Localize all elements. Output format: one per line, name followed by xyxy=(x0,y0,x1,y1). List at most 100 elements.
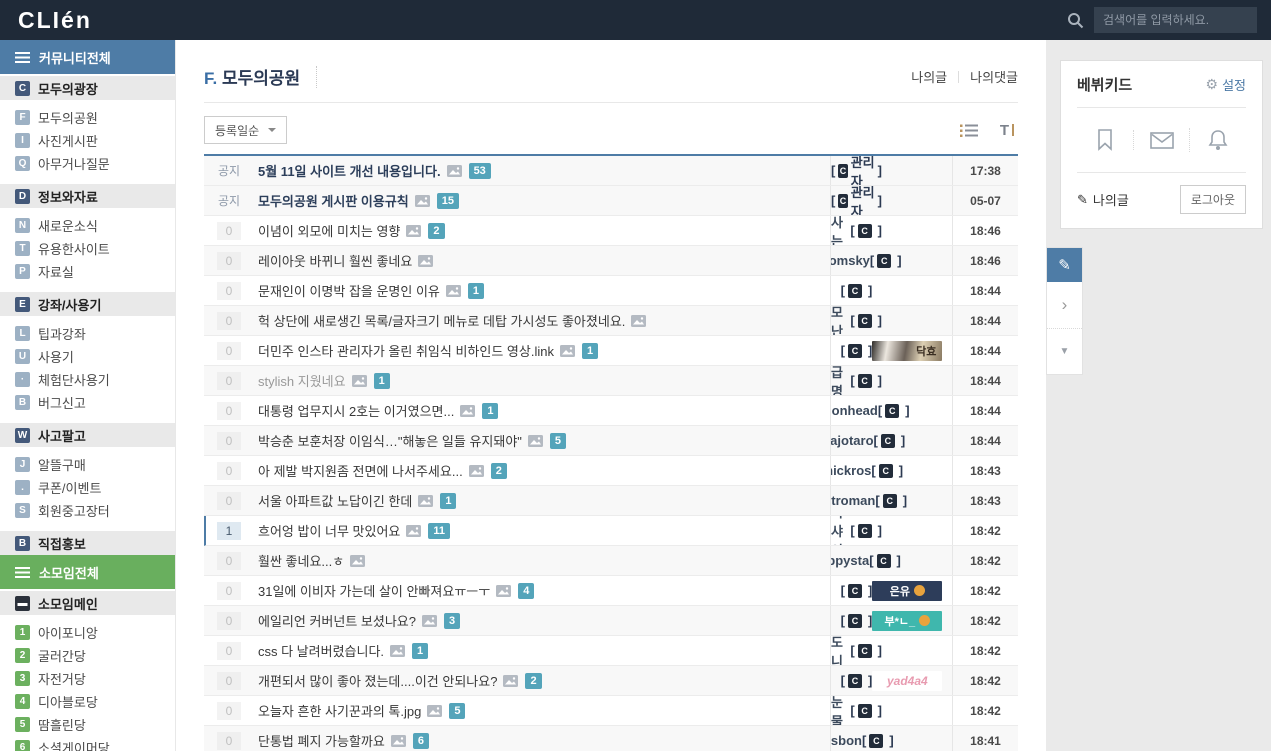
post-author[interactable]: 눈물_ [C] xyxy=(830,696,952,725)
post-title-link[interactable]: 오늘자 흔한 사기꾼과의 톡.jpg xyxy=(258,704,422,719)
post-author[interactable]: 네모난물 [C] xyxy=(830,306,952,335)
post-title-link[interactable]: 이념이 외모에 미치는 영향 xyxy=(258,224,401,239)
sidebar-item[interactable]: P 자료실 xyxy=(0,260,175,283)
post-title-link[interactable]: 모두의공원 게시판 이용규칙 xyxy=(258,194,409,209)
post-author[interactable]: panickros [C] xyxy=(830,456,952,485)
sidebar-item-label: 새로운소식 xyxy=(38,219,98,234)
author-nickname: Lisbon xyxy=(830,733,862,748)
post-title-link[interactable]: 대통령 업무지시 2호는 이거였으면... xyxy=(258,404,455,419)
clien-c-icon: C xyxy=(876,553,891,568)
post-time: 18:44 xyxy=(952,366,1018,395)
post-row: 0 에일리언 커버넌트 보셨나요? 3 [C] 부*ㄴ_ 18:42 xyxy=(204,606,1018,636)
sidebar-item[interactable]: S 회원중고장터 xyxy=(0,499,175,522)
post-title-link[interactable]: 31일에 이비자 가는데 살이 안빠져요ㅠㅡㅜ xyxy=(258,584,491,599)
sidebar-item[interactable]: U 사용기 xyxy=(0,345,175,368)
post-author[interactable]: electroman [C] xyxy=(830,486,952,515)
sidebar-item[interactable]: · 체험단사용기 xyxy=(0,368,175,391)
sidebar-section[interactable]: W 사고팔고 xyxy=(0,423,175,447)
author-image-nickname xyxy=(882,191,952,211)
post-time: 05-07 xyxy=(952,186,1018,215)
sidebar-section[interactable]: B 직접홍보 xyxy=(0,531,175,555)
author-nickname: 샤이샤이샵 xyxy=(831,516,843,545)
post-author[interactable]: 종로사는뚱보 [C] xyxy=(830,216,952,245)
write-post-button[interactable]: ✎ xyxy=(1047,248,1082,282)
post-author[interactable]: dragonhead [C] xyxy=(830,396,952,425)
post-author[interactable]: Chomsky [C] xyxy=(830,246,952,275)
clien-logo[interactable]: CLIén xyxy=(18,6,92,33)
admin-badge: [C] xyxy=(840,283,873,298)
image-attachment-icon xyxy=(406,224,422,237)
sidebar-somoim-item[interactable]: 2 굴러간당 xyxy=(0,644,175,667)
sidebar-item[interactable]: J 알뜰구매 xyxy=(0,453,175,476)
post-title-link[interactable]: 단통법 폐지 가능할까요 xyxy=(258,734,385,749)
settings-link[interactable]: ⚙ 설정 xyxy=(1206,75,1246,94)
scroll-down-button[interactable]: ▼ xyxy=(1047,328,1082,374)
logout-button[interactable]: 로그아웃 xyxy=(1179,185,1246,214)
post-title-link[interactable]: 서울 아파트값 노답이긴 한데 xyxy=(258,494,413,509)
sidebar-community-all[interactable]: 커뮤니티전체 xyxy=(0,40,175,74)
post-title-link[interactable]: 더민주 인스타 관리자가 올린 취임식 비하인드 영상.link xyxy=(258,344,554,359)
post-author[interactable]: 샤이샤이샵 [C] xyxy=(830,516,952,545)
board-title[interactable]: F. 모두의공원 xyxy=(204,64,300,89)
like-count: 0 xyxy=(217,401,241,420)
sidebar-somoim-all[interactable]: 소모임전체 xyxy=(0,555,175,589)
sidebar-item[interactable]: T 유용한사이트 xyxy=(0,237,175,260)
sidebar-section[interactable]: E 강좌/사용기 xyxy=(0,292,175,316)
sidebar-somoim-item[interactable]: 3 자전거당 xyxy=(0,667,175,690)
post-author[interactable]: 헤도니스 [C] xyxy=(830,636,952,665)
sidebar-section[interactable]: C 모두의광장 xyxy=(0,76,175,100)
bell-icon[interactable] xyxy=(1189,128,1246,152)
sidebar-item[interactable]: Q 아무거나질문 xyxy=(0,152,175,175)
sidebar-somoim-item[interactable]: 4 디아블로당 xyxy=(0,690,175,713)
sidebar-somoim-item[interactable]: 6 소셜게이머당 xyxy=(0,736,175,751)
author-image-nickname xyxy=(902,251,952,271)
sidebar-somoim-main[interactable]: ▬ 소모임메인 xyxy=(0,591,175,615)
sidebar-item[interactable]: F 모두의공원 xyxy=(0,106,175,129)
my-comments-link[interactable]: 나의댓글 xyxy=(970,70,1018,85)
bookmark-icon[interactable] xyxy=(1077,128,1133,152)
post-title-link[interactable]: 에일리언 커버넌트 보셨나요? xyxy=(258,614,416,629)
sidebar-somoim-item[interactable]: 5 땀흘린당 xyxy=(0,713,175,736)
post-title-link[interactable]: 훨싼 좋네요...ㅎ xyxy=(258,554,345,569)
sidebar-somoim-item[interactable]: 1 아이포니앙 xyxy=(0,621,175,644)
text-size-icon[interactable]: T xyxy=(1000,122,1014,139)
sidebar-section[interactable]: D 정보와자료 xyxy=(0,184,175,208)
post-title-link[interactable]: 개편되서 많이 좋아 졌는데....이건 안되나요? xyxy=(258,674,498,689)
post-title-link[interactable]: css 다 날려버렸습니다. xyxy=(258,644,385,659)
post-author[interactable]: [C] 부*ㄴ_ xyxy=(830,606,952,635)
my-posts-panel-link[interactable]: ✎ 나의글 xyxy=(1077,190,1129,209)
post-author[interactable]: [C] xyxy=(830,276,952,305)
board-name: 모두의공원 xyxy=(221,69,301,88)
post-author[interactable]: kagajotaro [C] xyxy=(830,426,952,455)
sidebar-item[interactable]: B 버그신고 xyxy=(0,391,175,414)
post-title-link[interactable]: 레이아웃 바뀌니 훨씬 좋네요 xyxy=(258,254,413,269)
sidebar-item[interactable]: I 사진게시판 xyxy=(0,129,175,152)
post-title-link[interactable]: 흐어엉 밥이 너무 맛있어요 xyxy=(258,524,401,539)
post-author[interactable]: [C 관리자] xyxy=(830,186,952,215)
post-title-link[interactable]: 5월 11일 사이트 개선 내용입니다. xyxy=(258,164,441,179)
sort-order-select[interactable]: 등록일순 xyxy=(204,116,288,144)
post-author[interactable]: Lisbon [C] xyxy=(830,726,952,751)
post-author[interactable]: 고급명치 [C] xyxy=(830,366,952,395)
search-input[interactable] xyxy=(1094,7,1257,33)
mail-icon[interactable] xyxy=(1132,130,1190,150)
my-posts-link[interactable]: 나의글 xyxy=(911,70,948,85)
post-title-link[interactable]: 아 제발 박지원좀 전면에 나서주세요... xyxy=(258,464,463,479)
header-rule xyxy=(204,102,1018,103)
item-letter-icon: Q xyxy=(15,156,30,171)
sidebar-item[interactable]: . 쿠폰/이벤트 xyxy=(0,476,175,499)
post-title-link[interactable]: 문재인이 이명박 잡을 운명인 이유 xyxy=(258,284,440,299)
post-author[interactable]: [C] 닥효 xyxy=(830,336,952,365)
sidebar-item[interactable]: L 팁과강좌 xyxy=(0,322,175,345)
sidebar-item[interactable]: N 새로운소식 xyxy=(0,214,175,237)
post-title-link[interactable]: stylish 지웠네요 xyxy=(258,374,346,389)
next-board-button[interactable]: › xyxy=(1061,295,1068,314)
post-author[interactable]: happysta [C] xyxy=(830,546,952,575)
post-author[interactable]: [C] yad4a4 xyxy=(830,666,952,695)
list-view-icon[interactable] xyxy=(959,124,978,137)
post-author[interactable]: [C 관리자] xyxy=(830,156,952,185)
post-author[interactable]: [C] 은유 xyxy=(830,576,952,605)
image-attachment-icon xyxy=(350,554,366,567)
post-title-link[interactable]: 박승춘 보훈처장 이임식…"해놓은 일들 유지돼야" xyxy=(258,434,522,449)
post-title-link[interactable]: 헉 상단에 새로생긴 목록/글자크기 메뉴로 데탑 가시성도 좋아졌네요. xyxy=(258,314,626,329)
